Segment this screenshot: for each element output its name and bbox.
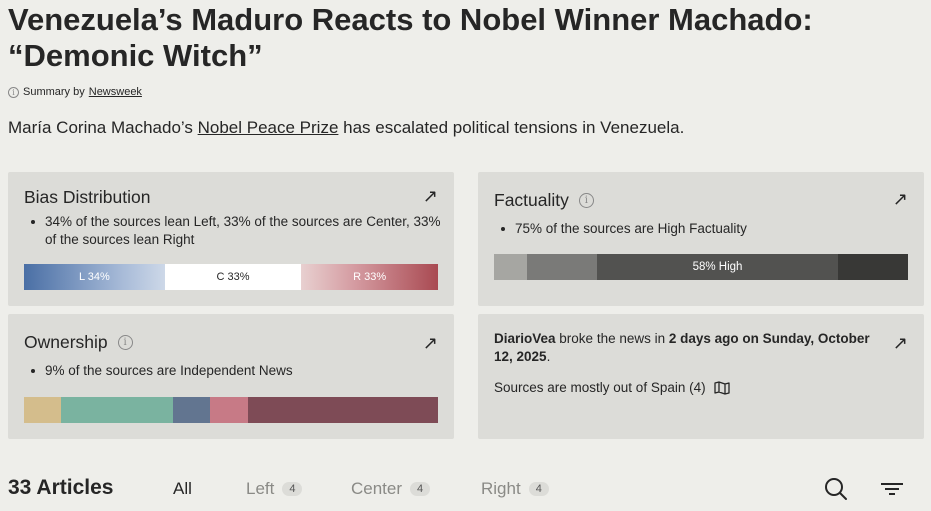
ownership-bar <box>24 397 438 423</box>
summary-source-link[interactable]: Newsweek <box>88 86 142 98</box>
tab-left[interactable]: Left 4 <box>246 479 303 499</box>
factuality-bullet: 75% of the sources are High Factuality <box>501 220 915 238</box>
first-source-name[interactable]: DiarioVea <box>494 331 556 346</box>
tab-all[interactable]: All <box>173 479 192 499</box>
summary-attribution: i Summary by Newsweek <box>8 86 142 98</box>
bias-bullet: 34% of the sources lean Left, 33% of the… <box>31 213 445 249</box>
lede-text-start: María Corina Machado’s <box>8 118 198 137</box>
articles-toolbar: 33 Articles All Left 4 Center 4 Right 4 <box>8 472 923 506</box>
bias-left-segment: L 34% <box>24 264 165 290</box>
bias-bullets: 34% of the sources lean Left, 33% of the… <box>31 213 445 249</box>
map-icon[interactable] <box>713 380 730 395</box>
news-origin-card[interactable]: DiarioVea broke the news in 2 days ago o… <box>478 314 924 439</box>
expand-arrow-icon[interactable]: ↗ <box>892 333 908 353</box>
lede-text-end: has escalated political tensions in Vene… <box>338 118 685 137</box>
ownership-segment <box>61 397 174 423</box>
broke-news-date: 2 days ago on Sunday, October 12, 2025 <box>494 331 870 364</box>
source-origin-text: Sources are mostly out of Spain (4) <box>494 380 706 395</box>
broke-news-end: . <box>546 349 551 364</box>
ownership-bullets: 9% of the sources are Independent News <box>31 362 445 380</box>
info-icon[interactable]: i <box>578 193 594 208</box>
factuality-bar: 58% High <box>494 254 908 280</box>
broke-news-middle: broke the news in <box>555 331 669 346</box>
bias-center-segment: C 33% <box>164 264 302 290</box>
articles-count: 33 Articles <box>8 476 114 499</box>
factuality-segment-low <box>527 254 598 280</box>
factuality-title: Factuality i <box>494 190 594 211</box>
tab-left-label: Left <box>246 479 275 498</box>
tab-center-label: Center <box>351 479 403 498</box>
tab-right[interactable]: Right 4 <box>481 479 549 499</box>
ownership-segment <box>173 397 211 423</box>
tab-right-count: 4 <box>528 482 549 496</box>
info-icon[interactable]: i <box>117 335 133 350</box>
bias-title-text: Bias Distribution <box>24 187 151 207</box>
tab-all-label: All <box>173 479 192 498</box>
bias-distribution-card[interactable]: Bias Distribution ↗ 34% of the sources l… <box>8 172 454 306</box>
search-icon[interactable] <box>823 476 849 502</box>
tab-center-count: 4 <box>410 482 431 496</box>
filter-icon[interactable] <box>879 476 905 502</box>
ownership-segment <box>24 397 62 423</box>
expand-arrow-icon[interactable]: ↗ <box>422 186 438 206</box>
ownership-card[interactable]: Ownership i ↗ 9% of the sources are Inde… <box>8 314 454 439</box>
factuality-title-text: Factuality <box>494 190 569 210</box>
summary-prefix: Summary by <box>23 86 85 98</box>
broke-news-text: DiarioVea broke the news in 2 days ago o… <box>494 330 874 366</box>
factuality-card[interactable]: Factuality i ↗ 75% of the sources are Hi… <box>478 172 924 306</box>
article-headline: Venezuela’s Maduro Reacts to Nobel Winne… <box>8 2 813 73</box>
article-lede: María Corina Machado’s Nobel Peace Prize… <box>8 118 684 138</box>
ownership-segment <box>247 397 438 423</box>
factuality-segment-very-low <box>494 254 528 280</box>
factuality-segment-very-high <box>837 254 908 280</box>
info-icon: i <box>8 86 19 98</box>
expand-arrow-icon[interactable]: ↗ <box>422 333 438 353</box>
ownership-title-text: Ownership <box>24 332 108 352</box>
bias-distribution-bar: L 34% C 33% R 33% <box>24 264 438 290</box>
tab-center[interactable]: Center 4 <box>351 479 431 499</box>
source-origin: Sources are mostly out of Spain (4) <box>494 380 730 395</box>
tab-left-count: 4 <box>282 482 303 496</box>
tab-right-label: Right <box>481 479 521 498</box>
bias-right-segment: R 33% <box>301 264 438 290</box>
expand-arrow-icon[interactable]: ↗ <box>892 189 908 209</box>
ownership-bullet: 9% of the sources are Independent News <box>31 362 445 380</box>
factuality-bullets: 75% of the sources are High Factuality <box>501 220 915 238</box>
factuality-segment-high: 58% High <box>597 254 838 280</box>
ownership-segment <box>210 397 248 423</box>
bias-distribution-title: Bias Distribution <box>24 187 150 208</box>
ownership-title: Ownership i <box>24 332 133 353</box>
nobel-prize-link[interactable]: Nobel Peace Prize <box>197 118 339 137</box>
